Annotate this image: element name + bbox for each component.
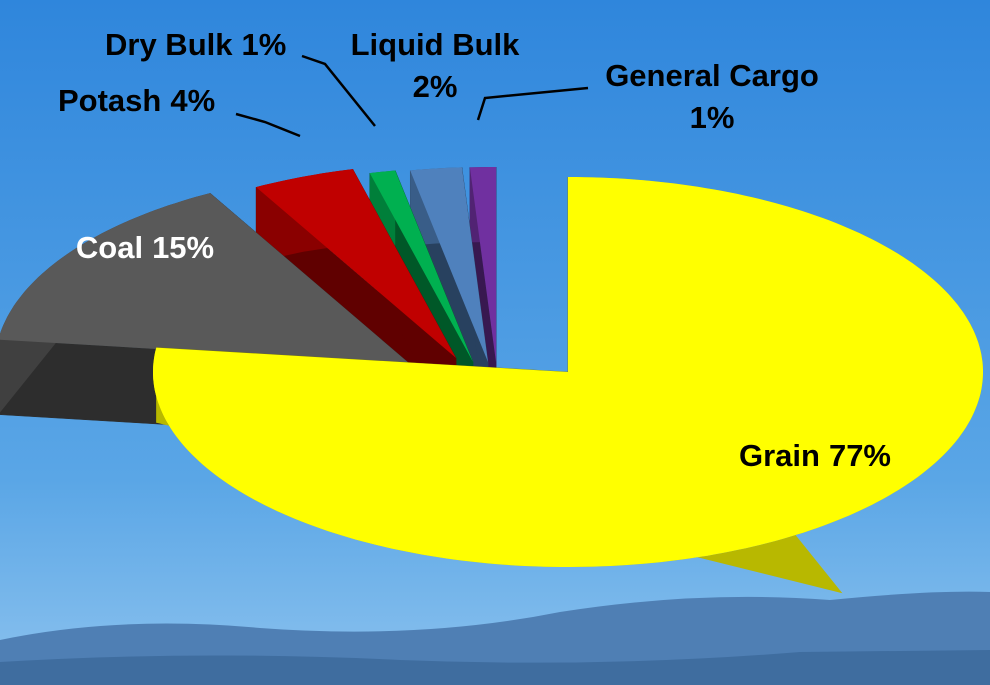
value-label: 4%: [170, 83, 215, 118]
value-label: 15%: [152, 230, 214, 265]
value-label: 2%: [413, 69, 458, 104]
category-label: Potash: [58, 83, 161, 118]
value-label: 1%: [241, 27, 286, 62]
data-label: Grain 77%: [739, 438, 891, 473]
value-label: 1%: [690, 100, 735, 135]
category-label: Coal: [76, 230, 143, 265]
category-label: Grain: [739, 438, 820, 473]
category-label: Dry Bulk: [105, 27, 233, 62]
chart: Grain77%Coal15%Potash4%Dry Bulk1%Liquid …: [0, 0, 990, 685]
category-label: Liquid Bulk: [351, 27, 521, 62]
category-label: General Cargo: [605, 58, 819, 93]
page: Grain77%Coal15%Potash4%Dry Bulk1%Liquid …: [0, 0, 990, 685]
data-label: Potash 4%: [58, 83, 215, 118]
value-label: 77%: [829, 438, 891, 473]
